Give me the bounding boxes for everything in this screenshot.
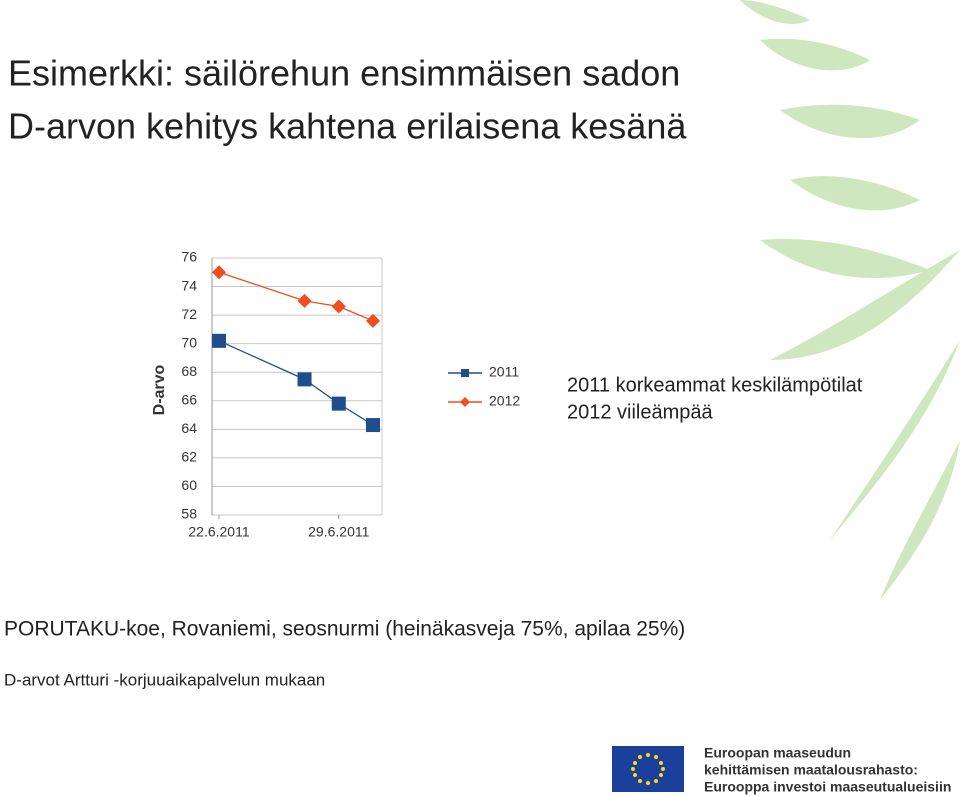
logo-text: Eurooppa investoi maaseutualueisiin [704,779,951,795]
y-tick-label: 68 [181,363,197,379]
note: 2012 viileämpää [567,401,714,423]
point [331,396,346,411]
footer-text: PORUTAKU-koe, Rovaniemi, seosnurmi (hein… [4,618,685,641]
legend-label: 2012 [489,393,520,409]
footer-text: D-arvot Artturi -korjuuaikapalvelun muka… [4,670,325,689]
point [331,299,346,314]
y-tick-label: 70 [181,334,197,350]
logo-text: kehittämisen maatalousrahasto: [704,762,918,778]
legend-marker [460,397,470,407]
plot: 58 60 62 64 66 68 70 72 74 76 22.6.2011 29.6.2011 20… [181,249,520,540]
series-line [218,271,374,322]
x-tick-label: 22.6.2011 [188,524,249,540]
y-tick-label: 62 [181,449,197,465]
y-axis-label: D-arvo [151,364,168,415]
y-tick-label: 72 [181,306,197,322]
x-tick-label: 29.6.2011 [308,524,369,540]
series-line [218,340,374,426]
point [212,265,226,280]
note: 2011 korkeammat keskilämpötilat [567,374,863,396]
y-tick-label: 58 [181,506,197,522]
point [212,333,226,348]
y-tick-label: 66 [181,391,197,407]
eu-stars [631,753,665,785]
y-tick-label: 60 [181,477,197,493]
y-tick-label: 64 [181,420,197,436]
legend-marker [461,369,469,377]
point [297,293,312,308]
point [366,313,380,328]
legend-label: 2011 [489,364,519,380]
title-line: Esimerkki: säilörehun ensimmäisen sadon [8,53,680,94]
point [366,418,380,433]
point [297,372,312,387]
leaf-decoration [740,0,960,600]
title-line: D-arvon kehitys kahtena erilaisena kesän… [8,106,687,147]
y-tick-label: 74 [181,277,197,293]
logo-text: Euroopan maaseudun [704,745,851,761]
y-tick-label: 76 [181,249,197,265]
eu-flag [612,746,684,792]
